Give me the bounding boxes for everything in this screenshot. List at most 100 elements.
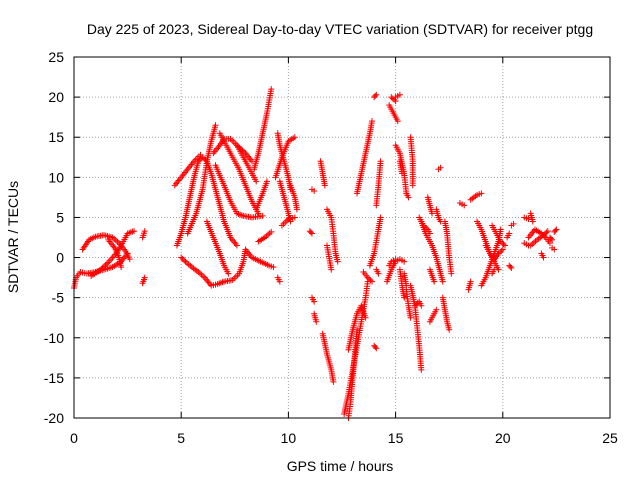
y-tick-label: 5 — [56, 209, 64, 225]
data-point — [308, 230, 315, 237]
data-point — [307, 229, 314, 236]
data-point — [392, 256, 399, 263]
data-point — [291, 134, 298, 141]
data-point — [328, 266, 335, 273]
data-point — [235, 143, 242, 150]
data-point — [497, 226, 504, 233]
data-point — [311, 187, 318, 194]
data-point — [373, 345, 380, 352]
data-point — [508, 264, 515, 271]
data-point — [418, 302, 425, 309]
data-point — [546, 240, 553, 247]
data-point — [375, 270, 382, 277]
data-point — [446, 326, 453, 333]
data-point — [497, 238, 504, 245]
data-point — [131, 228, 138, 235]
data-point — [141, 274, 148, 281]
data-point — [369, 118, 376, 125]
data-point — [544, 228, 551, 235]
data-point — [233, 142, 240, 149]
data-point — [414, 300, 421, 307]
plot-frame — [73, 56, 611, 419]
data-point — [496, 249, 503, 256]
chart-title: Day 225 of 2023, Sidereal Day-to-day VTE… — [87, 21, 593, 37]
data-point — [293, 206, 300, 213]
x-tick-label: 20 — [495, 430, 511, 446]
data-point — [429, 210, 436, 217]
data-point — [321, 182, 328, 189]
y-tick-label: 25 — [48, 49, 64, 65]
data-point — [551, 246, 558, 253]
data-point — [540, 254, 547, 261]
data-point — [253, 178, 260, 185]
data-point — [373, 91, 380, 98]
axis-ticks: 0 5 10 15 20 25 -20 -15 -10 -5 0 5 10 15 20 25 — [44, 49, 618, 446]
data-point — [510, 220, 517, 227]
data-point — [233, 242, 240, 249]
y-tick-label: 15 — [48, 129, 64, 145]
data-point — [401, 294, 408, 301]
data-point — [529, 218, 536, 225]
y-tick-label: -10 — [44, 330, 64, 346]
data-point — [364, 274, 371, 281]
data-point — [553, 226, 560, 233]
data-point — [102, 262, 109, 269]
data-point — [263, 178, 270, 185]
x-axis-label: GPS time / hours — [287, 458, 394, 474]
data-point — [354, 326, 361, 333]
data-point — [362, 314, 369, 321]
y-tick-label: -15 — [44, 370, 64, 386]
data-point — [389, 95, 396, 102]
data-point — [96, 267, 103, 274]
data-point — [501, 242, 508, 249]
data-point — [394, 118, 401, 125]
x-tick-label: 25 — [602, 430, 618, 446]
data-point — [461, 202, 468, 209]
x-tick-label: 10 — [281, 430, 297, 446]
data-point — [270, 264, 277, 271]
y-axis-label: SDTVAR / TECUs — [5, 181, 21, 293]
data-point — [478, 190, 485, 197]
data-point — [313, 318, 320, 325]
data-point — [291, 214, 298, 221]
data-point — [196, 156, 203, 163]
y-tick-label: -20 — [44, 410, 64, 426]
x-tick-label: 5 — [177, 430, 185, 446]
data-point — [366, 275, 373, 282]
data-point — [499, 239, 506, 246]
data-point — [540, 232, 547, 239]
y-tick-label: 0 — [56, 250, 64, 266]
data-points — [71, 86, 560, 421]
data-point — [448, 270, 455, 277]
data-point — [499, 246, 506, 253]
data-point — [543, 229, 550, 236]
data-point — [552, 227, 559, 234]
data-point — [467, 278, 474, 285]
data-point — [396, 91, 403, 98]
data-point — [372, 344, 379, 351]
data-point — [373, 202, 380, 209]
x-tick-label: 0 — [70, 430, 78, 446]
y-tick-label: -5 — [52, 290, 65, 306]
data-point — [141, 228, 148, 235]
data-point — [407, 314, 414, 321]
data-point — [549, 236, 556, 243]
data-point — [330, 378, 337, 385]
data-point — [195, 158, 202, 165]
data-point — [241, 148, 248, 155]
data-point — [238, 146, 245, 153]
data-point — [201, 155, 208, 162]
data-point — [212, 122, 219, 129]
data-point — [225, 270, 232, 277]
y-tick-label: 20 — [48, 89, 64, 105]
data-point — [259, 212, 266, 219]
data-point — [179, 255, 186, 262]
data-point — [369, 278, 376, 285]
data-point — [418, 366, 425, 373]
data-point — [268, 228, 275, 235]
data-point — [391, 96, 398, 103]
data-point — [255, 210, 262, 217]
data-point — [548, 235, 555, 242]
data-point — [437, 164, 444, 171]
